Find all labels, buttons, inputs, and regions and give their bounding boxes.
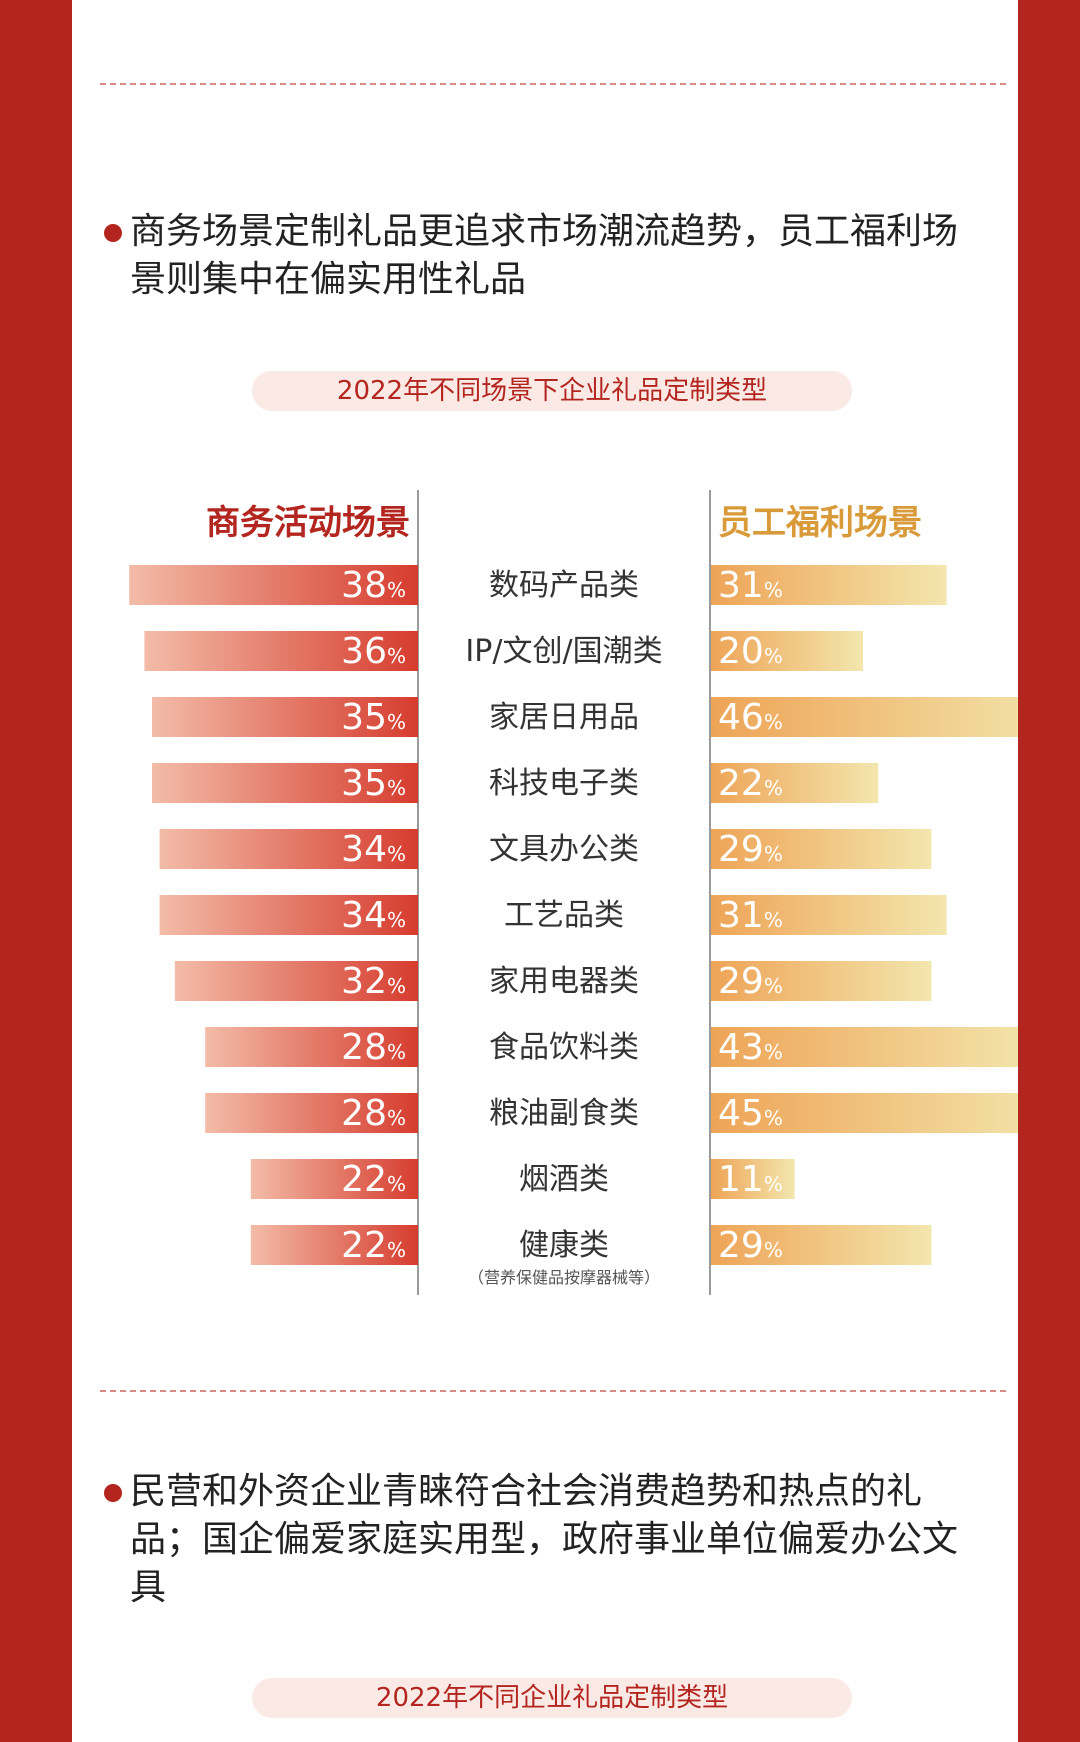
right-series-header: 员工福利场景 <box>718 503 922 543</box>
left-bar <box>205 1027 418 1067</box>
category-label: 烟酒类 <box>519 1162 609 1197</box>
percent-unit: % <box>764 644 783 668</box>
right-bar <box>711 829 932 869</box>
category-label: 粮油副食类 <box>489 1096 639 1131</box>
percent-unit: % <box>387 974 406 998</box>
left-bar <box>152 763 418 803</box>
percent-unit: % <box>764 776 783 800</box>
right-bar <box>711 763 879 803</box>
right-bar <box>711 631 863 671</box>
percent-unit: % <box>387 710 406 734</box>
section2-heading: 民营和外资企业青睐符合社会消费趋势和热点的礼品；国企偏爱家庭实用型，政府事业单位… <box>104 1468 984 1612</box>
butterfly-chart: 商务活动场景 员工福利场景 38% 31% 数码产品类 36% 20% IP/文创/国潮类 35… <box>72 490 1018 1300</box>
category-label: 文具办公类 <box>489 832 639 867</box>
right-bar <box>711 565 947 605</box>
percent-unit: % <box>764 842 783 866</box>
section1-heading-text: 商务场景定制礼品更追求市场潮流趋势，员工福利场景则集中在偏实用性礼品 <box>130 211 959 300</box>
divider-middle <box>100 1390 1006 1392</box>
percent-unit: % <box>764 1040 783 1064</box>
percent-unit: % <box>387 908 406 932</box>
left-value-label: 35% <box>341 763 406 804</box>
bullet-dot-icon <box>104 224 122 242</box>
bullet-dot-icon <box>104 1484 122 1502</box>
right-bar <box>711 1093 1018 1133</box>
right-bar <box>711 1159 795 1199</box>
category-label: 食品饮料类 <box>489 1030 639 1065</box>
category-label: IP/文创/国潮类 <box>465 634 662 669</box>
percent-unit: % <box>387 1106 406 1130</box>
section1-chart-title: 2022年不同场景下企业礼品定制类型 <box>252 371 852 411</box>
percent-unit: % <box>387 578 406 602</box>
section2-heading-text: 民营和外资企业青睐符合社会消费趋势和热点的礼品；国企偏爱家庭实用型，政府事业单位… <box>130 1471 959 1608</box>
category-label: 科技电子类 <box>489 766 639 801</box>
left-bar <box>152 697 418 737</box>
category-label: 数码产品类 <box>489 568 639 603</box>
percent-unit: % <box>764 1238 783 1262</box>
left-value-label: 36% <box>341 631 406 672</box>
right-bar <box>711 697 1018 737</box>
right-value-label: 43% <box>718 1027 783 1068</box>
category-label: 家用电器类 <box>489 964 639 999</box>
percent-unit: % <box>764 710 783 734</box>
percent-unit: % <box>387 1172 406 1196</box>
left-bar <box>159 895 418 935</box>
right-bar <box>711 1027 1018 1067</box>
category-label: 工艺品类 <box>504 898 624 933</box>
left-value-label: 38% <box>341 565 406 606</box>
percent-unit: % <box>387 1238 406 1262</box>
percent-unit: % <box>387 644 406 668</box>
percent-unit: % <box>387 776 406 800</box>
left-bar <box>159 829 418 869</box>
left-bar <box>174 961 418 1001</box>
left-bar <box>129 565 418 605</box>
percent-unit: % <box>764 908 783 932</box>
percent-unit: % <box>764 578 783 602</box>
percent-unit: % <box>764 1172 783 1196</box>
left-series-header: 商务活动场景 <box>206 503 410 543</box>
right-bar <box>711 961 932 1001</box>
section1-heading: 商务场景定制礼品更追求市场潮流趋势，员工福利场景则集中在偏实用性礼品 <box>104 208 984 304</box>
right-bar <box>711 1225 932 1265</box>
left-bar <box>205 1093 418 1133</box>
left-bar <box>144 631 418 671</box>
right-bar <box>711 895 947 935</box>
category-note: （营养保健品按摩器械等） <box>468 1268 660 1287</box>
percent-unit: % <box>387 842 406 866</box>
section2-chart-title: 2022年不同企业礼品定制类型 <box>252 1678 852 1718</box>
percent-unit: % <box>764 1106 783 1130</box>
divider-top <box>100 83 1006 85</box>
left-bar <box>250 1225 418 1265</box>
page: 商务场景定制礼品更追求市场潮流趋势，员工福利场景则集中在偏实用性礼品 2022年… <box>72 0 1018 1742</box>
percent-unit: % <box>387 1040 406 1064</box>
left-bar <box>250 1159 418 1199</box>
category-label: 健康类 <box>519 1228 609 1263</box>
category-label: 家居日用品 <box>489 700 639 735</box>
percent-unit: % <box>764 974 783 998</box>
